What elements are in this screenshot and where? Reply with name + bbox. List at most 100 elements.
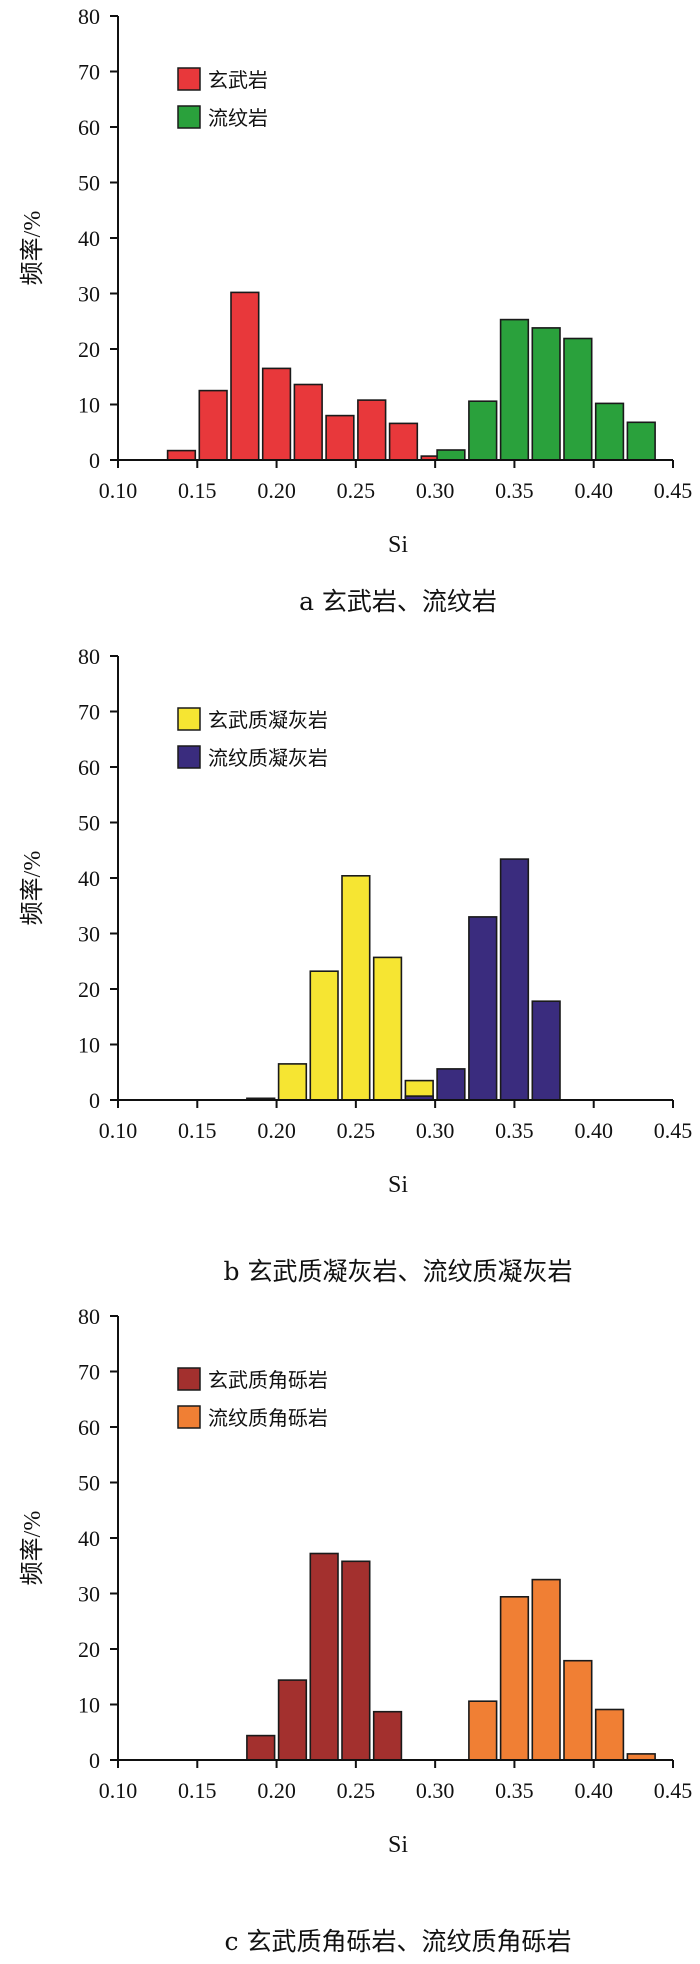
y-axis-title: 频率/%: [19, 851, 46, 926]
y-tick-label: 10: [78, 393, 100, 418]
legend-label: 玄武质凝灰岩: [208, 708, 328, 732]
y-tick-label: 10: [78, 1033, 100, 1058]
y-tick-label: 60: [78, 1415, 100, 1440]
histogram-bar: [388, 422, 419, 461]
legend-label: 玄武质角砾岩: [208, 1368, 328, 1392]
x-tick-label: 0.45: [654, 478, 693, 503]
histogram-bar: [309, 1552, 339, 1761]
histogram-bar: [436, 449, 466, 461]
x-tick-label: 0.20: [257, 1778, 296, 1803]
y-tick-label: 0: [89, 1748, 100, 1773]
histogram-bar: [261, 367, 292, 461]
x-tick-label: 0.40: [574, 1118, 613, 1143]
y-axis-title: 频率/%: [19, 1511, 46, 1586]
histogram-bar: [246, 1734, 276, 1761]
histogram-bar: [531, 1578, 561, 1761]
y-tick-label: 40: [78, 866, 100, 891]
legend-label: 流纹质凝灰岩: [208, 746, 328, 770]
histogram-bar: [357, 399, 387, 461]
x-tick-label: 0.20: [257, 478, 296, 503]
histogram-bar: [341, 875, 371, 1101]
x-tick-label: 0.30: [416, 1118, 455, 1143]
x-tick-label: 0.35: [495, 478, 534, 503]
x-tick-label: 0.45: [654, 1118, 693, 1143]
histogram-bar: [277, 1679, 308, 1761]
y-tick-label: 40: [78, 226, 100, 251]
x-tick-label: 0.25: [337, 1118, 376, 1143]
histogram-bar: [531, 1000, 561, 1101]
histogram-chart-b: 0 10 20 30 40 50 60 70 80 0.10 0.15 0.20 0.25 0.30 0.3…: [19, 644, 693, 1286]
x-tick-label: 0.30: [416, 478, 455, 503]
y-tick-label: 50: [78, 1471, 100, 1496]
y-tick-label: 20: [78, 1637, 100, 1662]
histogram-bar: [468, 916, 498, 1101]
y-tick-label: 20: [78, 977, 100, 1002]
series-a-0: [166, 291, 450, 461]
histogram-bar: [436, 1068, 466, 1101]
series-b-0: [246, 875, 434, 1101]
x-tick-label: 0.35: [495, 1118, 534, 1143]
legend-swatch: [177, 105, 201, 129]
y-tick-label: 60: [78, 115, 100, 140]
x-tick-label: 0.15: [178, 478, 217, 503]
histogram-bar: [325, 414, 355, 461]
histogram-chart-a: 0 10 20 30 40 50 60 70 80 0.10 0.15 0.20 0.25 0.30 0.3…: [19, 4, 693, 616]
x-tick-label: 0.30: [416, 1778, 455, 1803]
y-tick-label: 30: [78, 282, 100, 307]
x-tick-label: 0.20: [257, 1118, 296, 1143]
x-tick-label: 0.25: [337, 478, 376, 503]
histogram-bar: [563, 1659, 593, 1761]
y-tick-label: 80: [78, 1304, 100, 1329]
histogram-bar: [468, 1700, 498, 1761]
y-tick-label: 70: [78, 60, 100, 85]
legend-swatch: [177, 1405, 201, 1429]
series-c-1: [468, 1578, 656, 1761]
histogram-bar: [499, 318, 530, 461]
x-axis-title: Si: [388, 1172, 408, 1198]
x-tick-label: 0.40: [574, 1778, 613, 1803]
y-tick-label: 0: [89, 448, 100, 473]
histogram-bar: [277, 1063, 308, 1101]
histogram-bar: [341, 1560, 371, 1761]
x-axis-title: Si: [388, 532, 408, 558]
series-c-0: [246, 1552, 403, 1761]
histogram-chart-c: 0 10 20 30 40 50 60 70 80 0.10 0.15 0.20 0.25 0.30 0.3…: [19, 1304, 693, 1956]
y-tick-label: 70: [78, 1360, 100, 1385]
legend-label: 流纹岩: [208, 106, 268, 130]
legend-label: 流纹质角砾岩: [208, 1406, 328, 1430]
y-tick-label: 60: [78, 755, 100, 780]
histogram-bar: [499, 1595, 530, 1761]
x-tick-label: 0.10: [99, 1778, 138, 1803]
y-tick-label: 30: [78, 922, 100, 947]
x-tick-label: 0.40: [574, 478, 613, 503]
histogram-bar: [563, 337, 593, 461]
histogram-bar: [594, 1708, 625, 1761]
x-tick-label: 0.15: [178, 1118, 217, 1143]
x-tick-label: 0.35: [495, 1778, 534, 1803]
x-tick-label: 0.45: [654, 1778, 693, 1803]
histogram-bar: [372, 1710, 403, 1761]
y-tick-label: 50: [78, 811, 100, 836]
x-tick-label: 0.25: [337, 1778, 376, 1803]
histogram-bar: [309, 970, 339, 1101]
chart-caption: b 玄武质凝灰岩、流纹质凝灰岩: [224, 1257, 573, 1286]
y-tick-label: 10: [78, 1693, 100, 1718]
x-tick-label: 0.10: [99, 478, 138, 503]
legend-label: 玄武岩: [208, 68, 268, 92]
histogram-bar: [626, 421, 656, 461]
x-tick-label: 0.15: [178, 1778, 217, 1803]
histogram-bar: [594, 402, 625, 461]
histogram-bar: [499, 858, 530, 1101]
series-a-1: [436, 318, 656, 461]
y-tick-label: 70: [78, 700, 100, 725]
legend-swatch: [177, 1367, 201, 1391]
y-tick-label: 20: [78, 337, 100, 362]
y-tick-label: 80: [78, 644, 100, 669]
y-tick-label: 0: [89, 1088, 100, 1113]
chart-caption: a 玄武岩、流纹岩: [299, 587, 497, 616]
x-axis-title: Si: [388, 1832, 408, 1858]
series-b-1: [404, 858, 561, 1101]
y-tick-label: 50: [78, 171, 100, 196]
legend-swatch: [177, 745, 201, 769]
